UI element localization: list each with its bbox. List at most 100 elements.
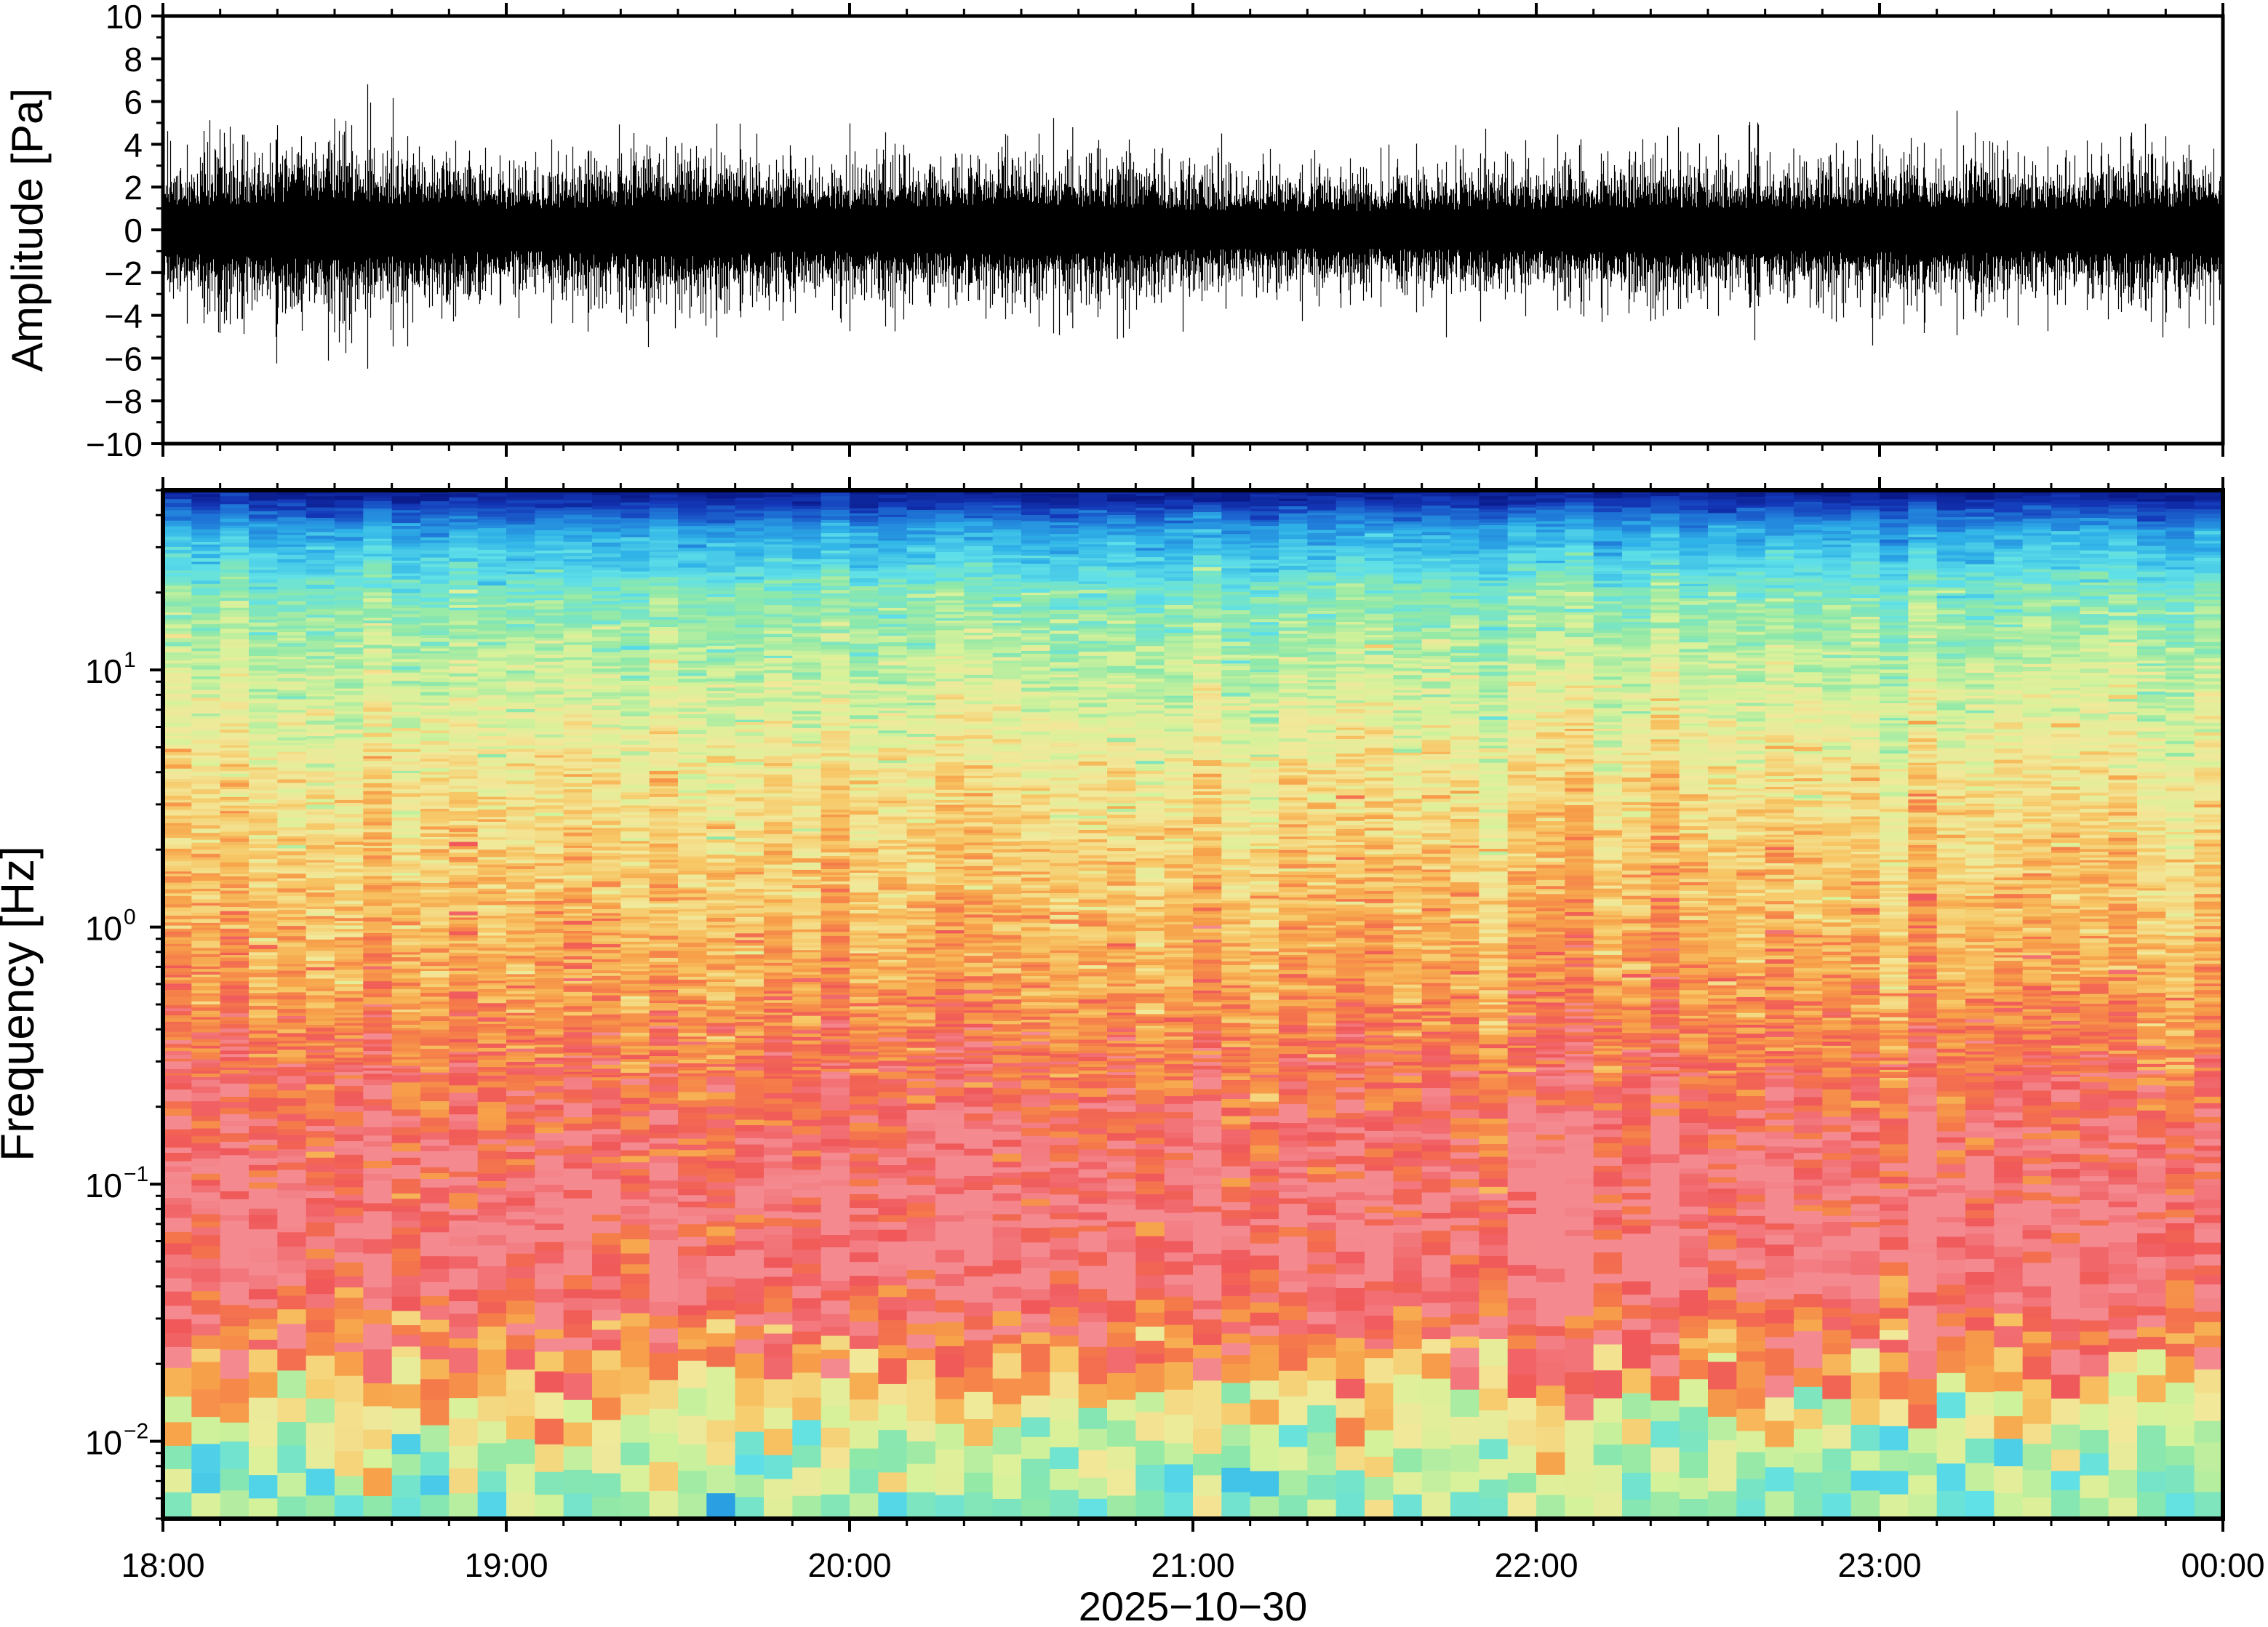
spectrogram-cell xyxy=(706,1000,735,1004)
spectrogram-cell xyxy=(335,809,364,814)
spectrogram-cell xyxy=(535,582,564,585)
spectrogram-cell xyxy=(764,843,793,847)
spectrogram-cell xyxy=(735,783,764,786)
spectrogram-cell xyxy=(335,914,364,918)
spectrogram-cell xyxy=(735,996,764,1001)
spectrogram-cell xyxy=(620,975,650,978)
spectrogram-cell xyxy=(449,540,478,543)
spectrogram-cell xyxy=(620,878,650,882)
spectrogram-cell xyxy=(449,884,478,888)
spectrogram-cell xyxy=(191,1087,220,1093)
spectrogram-cell xyxy=(249,589,278,593)
spectrogram-cell xyxy=(764,697,793,702)
spectrogram-cell xyxy=(449,503,478,508)
spectrogram-cell xyxy=(163,915,192,919)
spectrogram-cell xyxy=(335,659,364,663)
spectrogram-cell xyxy=(650,774,679,778)
spectrogram-cell xyxy=(277,827,306,831)
spectrogram-cell xyxy=(392,907,421,911)
spectrogram-cell xyxy=(249,1034,278,1038)
spectrogram-cell xyxy=(420,772,450,775)
spectrogram-cell xyxy=(735,1031,764,1036)
spectrogram-cell xyxy=(506,637,535,641)
spectrogram-cell xyxy=(191,1035,220,1039)
spectrogram-cell xyxy=(506,577,535,580)
spectrogram-cell xyxy=(678,1278,707,1291)
spectrogram-cell xyxy=(163,778,192,782)
spectrogram-cell xyxy=(449,568,478,571)
spectrogram-cell xyxy=(506,544,535,548)
spectrogram-cell xyxy=(535,1122,564,1128)
spectrogram-cell xyxy=(306,1125,335,1131)
spectrogram-cell xyxy=(678,1175,707,1182)
spectrogram-cell xyxy=(650,673,679,677)
spectrogram-cell xyxy=(420,672,450,675)
spectrogram-cell xyxy=(706,750,735,753)
spectrogram-cell xyxy=(678,803,707,807)
spectrogram-cell xyxy=(706,1154,735,1160)
spectrogram-cell xyxy=(392,601,421,606)
spectrogram-cell xyxy=(335,500,364,505)
spectrogram-cell xyxy=(735,921,764,924)
spectrogram-cell xyxy=(592,629,621,633)
spectrogram-cell xyxy=(678,628,707,631)
spectrogram-cell xyxy=(735,892,764,896)
spectrogram-cell xyxy=(363,748,392,752)
spectrogram-cell xyxy=(363,985,392,989)
spectrogram-cell xyxy=(335,954,364,956)
spectrogram-cell xyxy=(678,1349,707,1361)
spectrogram-cell xyxy=(191,1180,220,1186)
spectrogram-cell xyxy=(306,967,335,970)
spectrogram-cell xyxy=(706,623,735,628)
spectrogram-cell xyxy=(191,1234,220,1246)
spectrogram-cell xyxy=(650,697,679,700)
spectrogram-cell xyxy=(220,1215,249,1220)
spectrogram-cell xyxy=(564,1110,593,1117)
spectrogram-cell xyxy=(335,1018,364,1021)
spectrogram-cell xyxy=(735,983,764,987)
spectrogram-cell xyxy=(277,559,306,562)
spectrogram-cell xyxy=(535,1013,564,1018)
spectrogram-cell xyxy=(650,721,679,725)
spectrogram-cell xyxy=(392,847,421,852)
spectrogram-cell xyxy=(506,991,535,994)
spectrogram-cell xyxy=(249,773,278,776)
spectrogram-cell xyxy=(564,956,593,959)
spectrogram-cell xyxy=(363,832,392,837)
spectrogram-cell xyxy=(506,875,535,879)
spectrogram-cell xyxy=(306,1172,335,1178)
spectrogram-cell xyxy=(249,1188,278,1196)
spectrogram-cell xyxy=(735,535,764,538)
spectrogram-cell xyxy=(535,1149,564,1156)
spectrogram-cell xyxy=(592,561,621,564)
spectrogram-cell xyxy=(306,916,335,919)
spectrogram-cell xyxy=(478,623,507,628)
spectrogram-cell xyxy=(564,860,593,863)
spectrogram-cell xyxy=(764,673,793,678)
spectrogram-cell xyxy=(764,836,793,839)
spectrogram-cell xyxy=(306,572,335,575)
spectrogram-cell xyxy=(220,723,249,727)
spectrogram-cell xyxy=(564,619,593,623)
spectrogram-cell xyxy=(706,1128,735,1136)
spectrogram-cell xyxy=(163,868,192,872)
spectrogram-cell xyxy=(220,533,249,537)
spectrogram-cell xyxy=(306,1076,335,1084)
spectrogram-cell xyxy=(706,942,735,946)
spectrogram-cell xyxy=(163,855,192,859)
spectrogram-cell xyxy=(706,1059,735,1062)
spectrogram-cell xyxy=(420,604,450,607)
spectrogram-cell xyxy=(363,695,392,698)
spectrogram-cell xyxy=(249,809,278,812)
spectrogram-cell xyxy=(420,983,450,987)
spectrogram-cell xyxy=(592,902,621,905)
spectrogram-cell xyxy=(392,1335,421,1346)
spectrogram-cell xyxy=(277,649,306,654)
spectrogram-cell xyxy=(735,812,764,815)
spectrogram-cell xyxy=(735,970,764,973)
spectrogram-cell xyxy=(650,986,679,990)
spectrogram-cell xyxy=(420,561,450,564)
spectrogram-cell xyxy=(392,1261,421,1276)
spectrogram-cell xyxy=(592,935,621,938)
spectrogram-cell xyxy=(363,1079,392,1085)
